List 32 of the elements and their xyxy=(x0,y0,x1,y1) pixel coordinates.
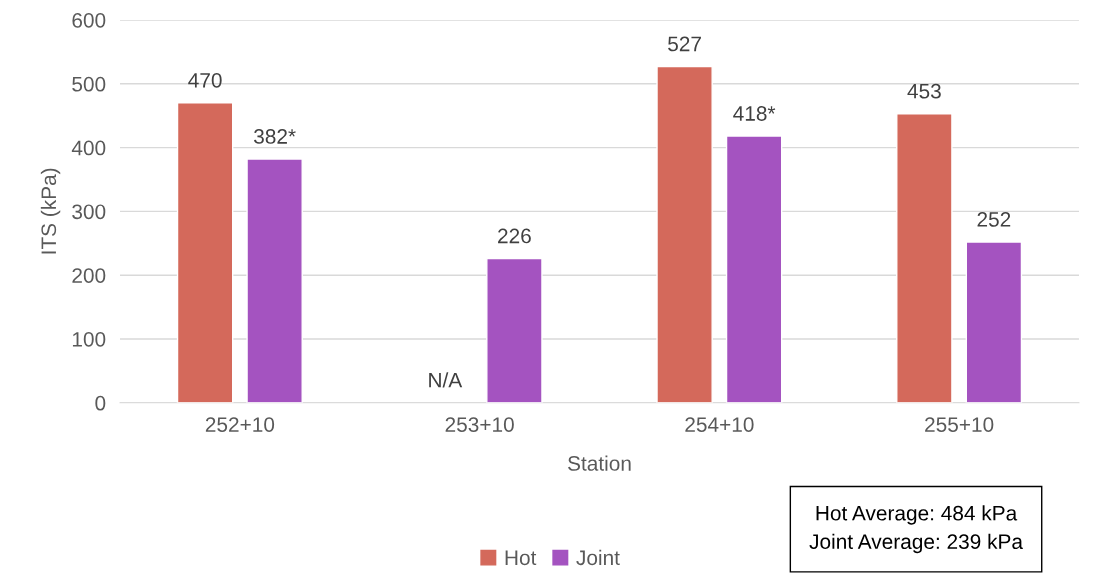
x-axis-title: Station xyxy=(568,455,631,471)
data-label: 418* xyxy=(733,106,776,121)
data-label: 226 xyxy=(498,228,531,244)
x-tick-label: 254+10 xyxy=(685,417,754,432)
x-tick-label: 253+10 xyxy=(445,417,514,432)
legend-label: Hot xyxy=(505,550,537,566)
y-tick-label: 500 xyxy=(72,76,106,92)
data-label: 527 xyxy=(668,36,701,52)
data-label: 470 xyxy=(188,72,222,88)
bar xyxy=(965,241,1023,403)
bar xyxy=(896,113,953,403)
data-label: 382* xyxy=(254,129,296,144)
y-tick-label: 0 xyxy=(95,395,106,411)
y-axis-title: ITS (kPa) xyxy=(40,168,61,254)
legend-label: Joint xyxy=(576,549,620,566)
data-label: 453 xyxy=(907,83,941,99)
bar xyxy=(725,135,783,403)
text: N/A xyxy=(429,372,463,388)
x-tick-label: 255+10 xyxy=(925,417,994,432)
y-tick-label: 400 xyxy=(71,140,106,156)
y-tick-label: 200 xyxy=(72,268,106,283)
bar xyxy=(656,65,713,403)
x-tick-label: 252+10 xyxy=(205,417,275,432)
text: Hot Average: 484 kPa xyxy=(816,505,1018,525)
bar xyxy=(176,102,234,403)
y-tick-label: 100 xyxy=(72,331,106,347)
bar xyxy=(486,257,543,403)
bar xyxy=(246,158,303,403)
y-tick-label: 600 xyxy=(72,12,106,28)
data-label: 252 xyxy=(977,212,1011,227)
text: Joint Average: 239 kPa xyxy=(809,533,1023,554)
y-tick-label: 300 xyxy=(72,204,106,220)
